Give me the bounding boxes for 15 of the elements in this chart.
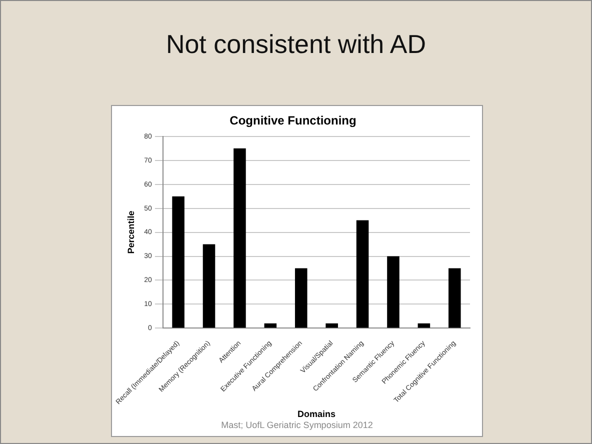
bar	[387, 256, 400, 328]
bar	[264, 323, 277, 328]
text: Mast; UofL Geriatric Symposium 2012	[220, 420, 374, 430]
bar	[172, 196, 184, 328]
bar	[294, 268, 308, 328]
text: Not consistent with AD	[164, 29, 428, 60]
y-axis-title: Percentile	[126, 210, 136, 254]
bar	[326, 323, 338, 328]
bar	[202, 244, 216, 328]
x-axis-title: Domains	[297, 409, 336, 420]
bar	[234, 148, 246, 328]
chart-title: Cognitive Functioning	[230, 114, 356, 128]
bar	[448, 268, 461, 328]
bar	[418, 323, 430, 328]
bar	[356, 220, 369, 328]
